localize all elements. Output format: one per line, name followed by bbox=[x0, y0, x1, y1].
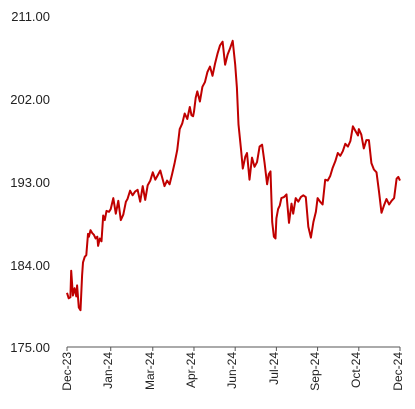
y-tick-label: 211.00 bbox=[11, 9, 50, 24]
y-tick-label: 193.00 bbox=[10, 175, 50, 190]
x-tick-label: Dec-24 bbox=[391, 352, 405, 391]
x-axis-tick-marks bbox=[66, 347, 401, 351]
x-tick-label: Dec-23 bbox=[60, 352, 74, 391]
series-layer bbox=[66, 39, 401, 312]
price-series-line bbox=[66, 39, 401, 312]
y-tick-label: 175.00 bbox=[10, 340, 50, 355]
x-tick-label: Apr-24 bbox=[184, 352, 198, 388]
x-tick-label: Jan-24 bbox=[101, 352, 115, 389]
x-tick-label: Jul-24 bbox=[267, 352, 281, 385]
x-axis-tick-labels: Dec-23 Jan-24 Mar-24 Apr-24 Jun-24 Jul-2… bbox=[60, 352, 405, 391]
x-tick-label: Oct-24 bbox=[349, 352, 363, 388]
y-tick-label: 184.00 bbox=[10, 258, 50, 273]
x-tick-label: Jun-24 bbox=[225, 352, 239, 389]
x-tick-label: Sep-24 bbox=[308, 352, 322, 391]
x-tick-label: Mar-24 bbox=[143, 352, 157, 390]
y-axis-tick-labels: 211.00 202.00 193.00 184.00 175.00 bbox=[10, 9, 50, 355]
y-tick-label: 202.00 bbox=[10, 92, 50, 107]
